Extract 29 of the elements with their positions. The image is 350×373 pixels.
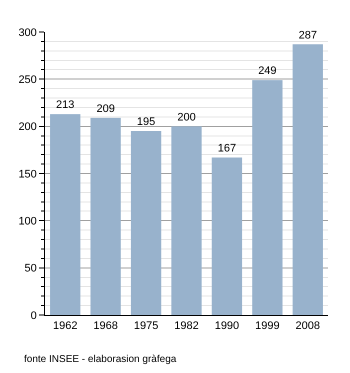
x-tick-label: 1968 xyxy=(93,320,118,332)
y-tick-label: 150 xyxy=(18,168,37,180)
y-tick-label: 200 xyxy=(18,121,37,134)
source-note: fonte INSEE - elaborasion gràfega xyxy=(24,354,177,365)
bar xyxy=(252,80,283,315)
data-label: 249 xyxy=(258,65,277,78)
y-tick-label: 0 xyxy=(30,310,37,322)
data-label: 209 xyxy=(96,102,115,115)
data-label: 213 xyxy=(56,99,74,112)
x-tick-label: 1975 xyxy=(134,320,158,332)
y-tick-label: 250 xyxy=(18,74,37,86)
x-tick-label: 1990 xyxy=(214,320,240,332)
bar xyxy=(50,114,80,315)
bar xyxy=(212,157,242,315)
y-tick-label: 100 xyxy=(18,216,37,228)
data-label: 195 xyxy=(136,116,156,128)
bar xyxy=(292,44,323,315)
bar xyxy=(130,131,162,315)
x-tick-label: 2008 xyxy=(296,320,320,332)
bar xyxy=(90,118,121,315)
bar xyxy=(171,126,202,315)
data-label: 287 xyxy=(298,29,317,42)
y-tick-label: 300 xyxy=(18,26,37,39)
x-tick-label: 1962 xyxy=(52,320,78,332)
y-tick-label: 50 xyxy=(24,262,37,275)
data-label: 200 xyxy=(177,111,196,124)
data-label: 167 xyxy=(218,142,236,154)
x-tick-label: 1982 xyxy=(174,320,199,332)
x-tick-label: 1999 xyxy=(255,320,280,332)
